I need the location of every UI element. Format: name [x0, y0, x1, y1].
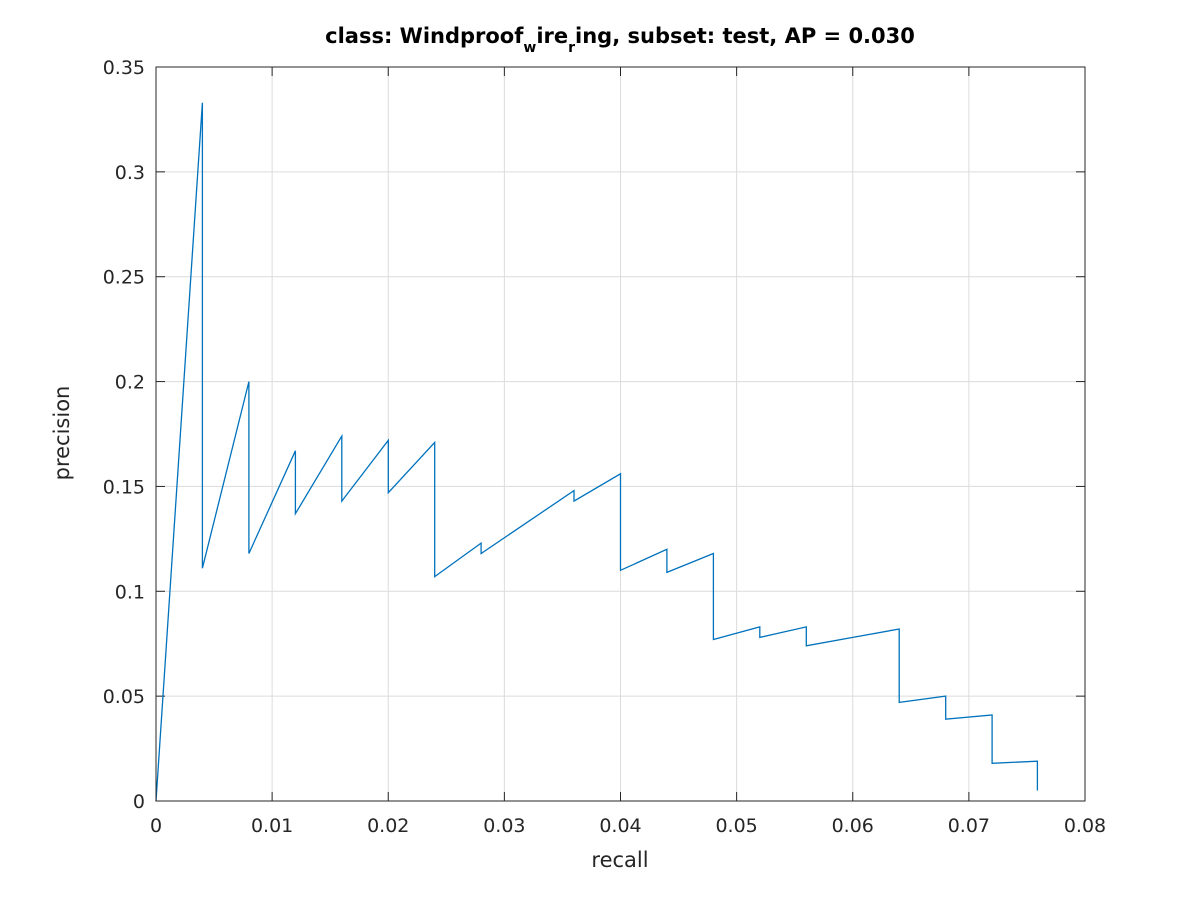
y-tick-label: 0.3 — [115, 162, 145, 184]
x-tick-label: 0.04 — [599, 815, 641, 837]
y-tick-label: 0.2 — [115, 372, 145, 394]
precision-recall-line — [155, 102, 1039, 802]
y-tick-label: 0 — [133, 791, 145, 813]
title-mid: ire — [536, 24, 568, 48]
y-tick-label: 0.05 — [103, 686, 145, 708]
title-subscript-w: w — [523, 40, 536, 56]
x-tick-labels: 0 0.01 0.02 0.03 0.04 0.05 0.06 0.07 0.08 — [150, 815, 1106, 837]
axes-box — [155, 66, 1086, 802]
title-suffix: ing, subset: test, AP = 0.030 — [575, 24, 915, 48]
x-tick-label: 0.05 — [715, 815, 757, 837]
x-tick-label: 0.06 — [832, 815, 874, 837]
y-tick-labels: 0 0.05 0.1 0.15 0.2 0.25 0.3 0.35 — [103, 57, 145, 813]
title-prefix: class: Windproof — [325, 24, 524, 48]
x-tick-label: 0 — [150, 815, 162, 837]
x-tick-label: 0.08 — [1064, 815, 1106, 837]
x-tick-label: 0.02 — [367, 815, 409, 837]
chart-title: class: Windproofwirering, subset: test, … — [325, 24, 915, 56]
y-tick-label: 0.35 — [103, 57, 145, 79]
x-tick-label: 0.03 — [483, 815, 525, 837]
y-tick-label: 0.15 — [103, 476, 145, 498]
x-tick-label: 0.07 — [948, 815, 990, 837]
y-tick-label: 0.25 — [103, 267, 145, 289]
y-tick-label: 0.1 — [115, 581, 145, 603]
x-tick-label: 0.01 — [251, 815, 293, 837]
x-axis-label: recall — [591, 848, 648, 872]
y-axis-label: precision — [50, 386, 74, 481]
title-subscript-r: r — [568, 40, 575, 56]
